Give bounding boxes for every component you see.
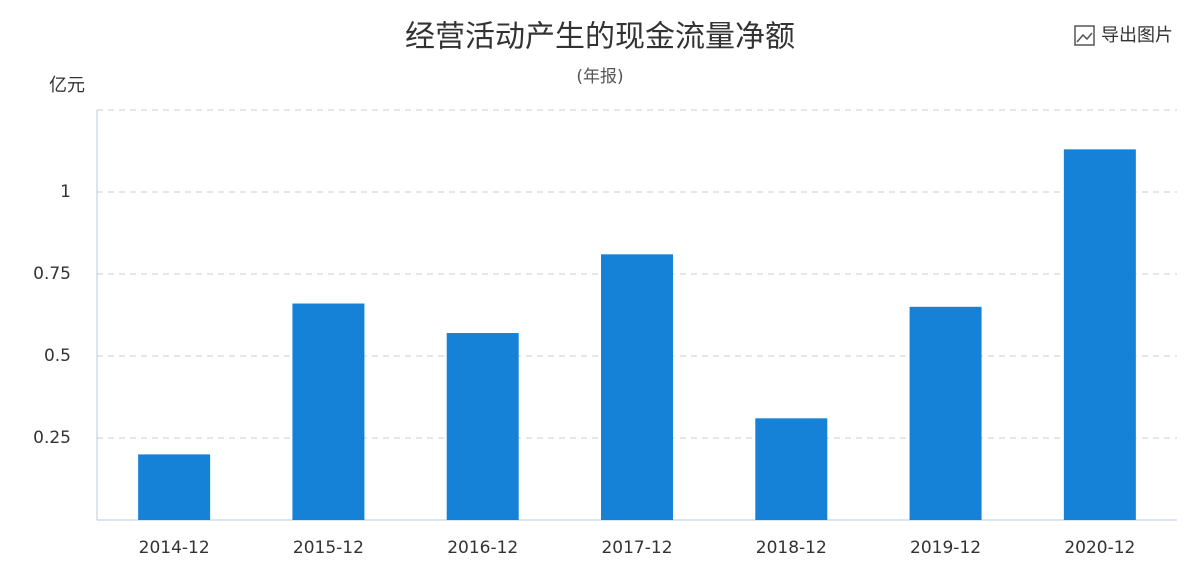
export-icon-glyph[interactable] bbox=[1076, 32, 1093, 43]
bar bbox=[138, 454, 211, 520]
x-tick-label: 2017-12 bbox=[601, 538, 672, 558]
x-tick-label: 2015-12 bbox=[293, 538, 364, 558]
y-tick-label: 0.5 bbox=[44, 346, 71, 366]
x-tick-label: 2019-12 bbox=[910, 538, 981, 558]
bar bbox=[909, 306, 982, 520]
bar bbox=[446, 333, 519, 520]
x-tick-label: 2018-12 bbox=[756, 538, 827, 558]
bar bbox=[755, 418, 828, 520]
y-tick-label: 1 bbox=[60, 182, 71, 202]
x-tick-label: 2016-12 bbox=[447, 538, 518, 558]
bar bbox=[1063, 149, 1136, 521]
chart-subtitle: (年报) bbox=[576, 67, 623, 87]
x-tick-label: 2014-12 bbox=[139, 538, 210, 558]
y-tick-label: 0.25 bbox=[33, 428, 71, 448]
y-axis-label: 亿元 bbox=[49, 75, 85, 96]
bar bbox=[292, 303, 365, 520]
x-tick-label: 2020-12 bbox=[1064, 538, 1135, 558]
export-icon[interactable] bbox=[1074, 25, 1095, 46]
y-tick-label: 0.75 bbox=[33, 264, 71, 284]
export-button[interactable]: 导出图片 bbox=[1074, 25, 1173, 46]
bar bbox=[601, 254, 673, 520]
export-label[interactable]: 导出图片 bbox=[1101, 25, 1173, 46]
chart-title: 经营活动产生的现金流量净额 bbox=[405, 20, 795, 55]
